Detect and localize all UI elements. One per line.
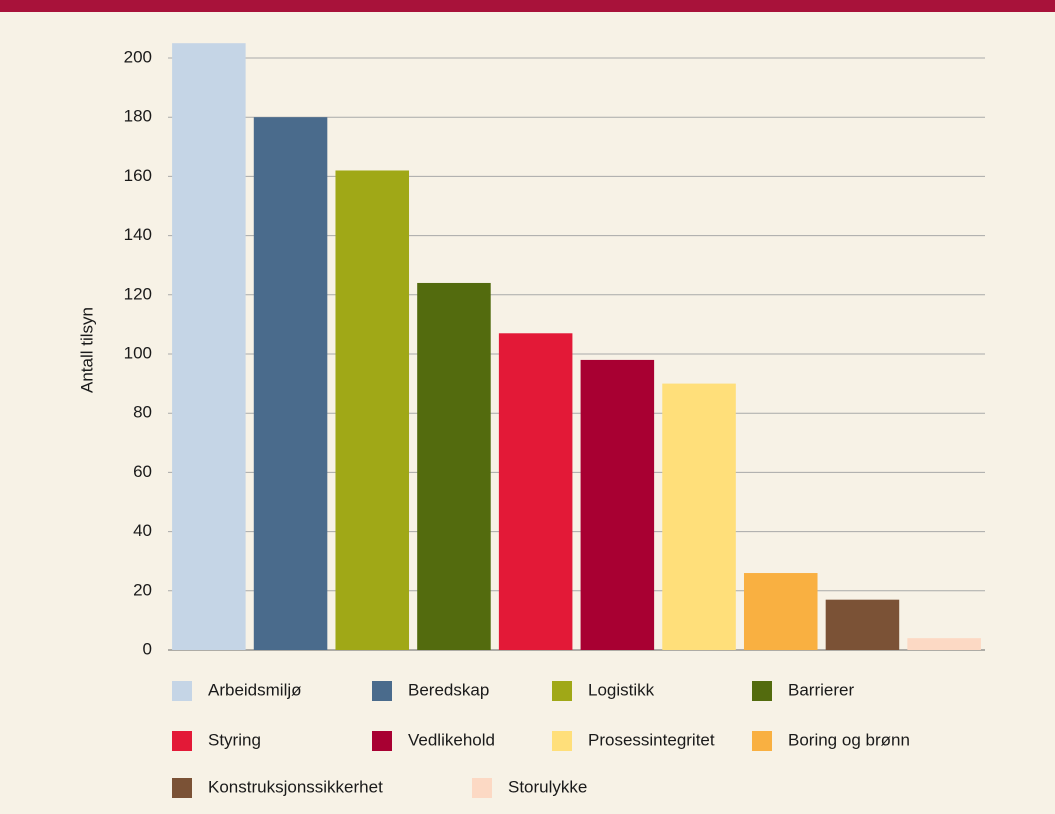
legend-swatch (752, 731, 772, 751)
legend-label: Storulykke (508, 777, 587, 796)
bar (580, 359, 655, 650)
legend-label: Barrierer (788, 680, 854, 699)
legend-label: Logistikk (588, 680, 655, 699)
legend-label: Beredskap (408, 680, 489, 699)
legend-swatch (172, 731, 192, 751)
bar (417, 282, 491, 650)
bar (743, 573, 818, 650)
bar (335, 170, 410, 651)
legend-label: Konstruksjonssikkerhet (208, 777, 383, 796)
legend-label: Prosessintegritet (588, 730, 715, 749)
legend-swatch (552, 731, 572, 751)
legend-label: Boring og brønn (788, 730, 910, 749)
y-tick-label: 40 (133, 521, 152, 540)
y-tick-label: 80 (133, 403, 152, 422)
y-tick-label: 180 (124, 107, 152, 126)
legend-swatch (372, 731, 392, 751)
bar (498, 333, 573, 650)
legend-swatch (472, 778, 492, 798)
bar (907, 638, 981, 650)
bar (662, 383, 736, 650)
bar (253, 117, 328, 650)
legend-swatch (172, 778, 192, 798)
y-tick-label: 160 (124, 166, 152, 185)
legend-swatch (752, 681, 772, 701)
legend-swatch (552, 681, 572, 701)
bar (825, 599, 900, 650)
y-tick-label: 140 (124, 225, 152, 244)
y-tick-label: 100 (124, 343, 152, 362)
y-tick-label: 60 (133, 462, 152, 481)
y-axis-label: Antall tilsyn (77, 307, 96, 393)
legend-label: Arbeidsmiljø (208, 680, 302, 699)
top-band (0, 0, 1055, 12)
y-tick-label: 120 (124, 284, 152, 303)
y-tick-label: 0 (143, 639, 152, 658)
legend-label: Vedlikehold (408, 730, 495, 749)
bar (172, 43, 246, 650)
legend-swatch (372, 681, 392, 701)
y-tick-label: 200 (124, 47, 152, 66)
y-tick-label: 20 (133, 580, 152, 599)
legend-swatch (172, 681, 192, 701)
legend-label: Styring (208, 730, 261, 749)
